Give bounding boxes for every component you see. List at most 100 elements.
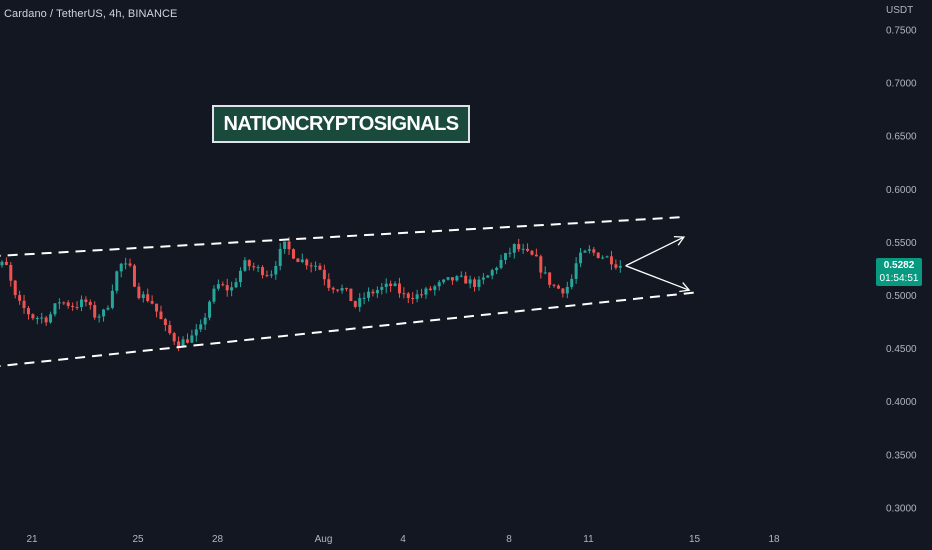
candle-up — [181, 339, 185, 347]
candle-down — [309, 265, 313, 267]
candle-down — [397, 283, 401, 294]
price-tick-label: 0.7500 — [886, 26, 917, 37]
candle-up — [415, 294, 419, 299]
candle-down — [84, 299, 88, 302]
candle-up — [0, 261, 4, 266]
channel-lower[interactable] — [0, 291, 698, 368]
candle-down — [539, 256, 543, 273]
candle-up — [40, 317, 44, 319]
symbol-title: Cardano / TetherUS, 4h, BINANCE — [4, 8, 178, 20]
price-tick-label: 0.7000 — [886, 79, 917, 90]
candle-down — [420, 294, 424, 296]
candle-up — [269, 274, 273, 276]
candle-up — [367, 291, 371, 298]
candle-up — [256, 267, 260, 269]
candle-up — [216, 284, 220, 289]
candle-down — [66, 302, 70, 306]
time-tick-label: 8 — [506, 534, 512, 545]
candle-down — [9, 264, 13, 281]
candle-down — [287, 241, 291, 250]
candle-up — [106, 307, 110, 310]
candle-up — [574, 263, 578, 279]
candle-down — [473, 279, 477, 287]
candle-up — [194, 329, 198, 336]
candle-down — [22, 300, 26, 309]
trendlines — [0, 215, 698, 368]
time-tick-label: 21 — [26, 534, 38, 545]
candle-down — [172, 333, 176, 342]
candle-down — [296, 258, 300, 263]
candle-down — [428, 288, 432, 290]
last-price-value: 0.5282 — [883, 260, 915, 271]
arrow-down[interactable] — [625, 265, 691, 293]
candle-up — [477, 279, 481, 287]
candle-up — [199, 324, 203, 330]
candle-up — [442, 279, 446, 283]
candle-up — [243, 260, 247, 271]
candle-up — [508, 252, 512, 254]
candle-up — [433, 286, 437, 290]
candle-up — [340, 288, 344, 291]
candle-down — [225, 285, 229, 291]
candle-down — [530, 250, 534, 255]
candle-up — [230, 287, 234, 291]
candle-down — [402, 293, 406, 295]
candle-down — [185, 339, 189, 343]
price-tick-label: 0.5000 — [886, 291, 917, 302]
candle-up — [521, 248, 525, 250]
candle-down — [13, 280, 17, 296]
candle-down — [75, 306, 79, 308]
candle-up — [583, 250, 587, 253]
candle-up — [234, 282, 238, 288]
watermark-banner: NATIONCRYPTOSIGNALS — [212, 105, 470, 143]
candle-up — [459, 275, 463, 277]
candle-up — [362, 297, 366, 299]
time-tick-label: 4 — [400, 534, 406, 545]
candle-down — [552, 284, 556, 286]
candle-up — [375, 289, 379, 294]
candle-up — [499, 259, 503, 268]
time-tick-label: 25 — [132, 534, 144, 545]
candle-up — [455, 276, 459, 281]
candle-up — [543, 272, 547, 274]
candle-up — [587, 249, 591, 251]
candle-down — [128, 263, 132, 266]
price-tick-label: 0.4000 — [886, 397, 917, 408]
candle-down — [389, 283, 393, 286]
candle-up — [141, 294, 145, 299]
arrow-up[interactable] — [625, 236, 686, 267]
candle-down — [353, 301, 357, 307]
candle-up — [203, 317, 207, 325]
candle-up — [380, 287, 384, 290]
candle-down — [411, 297, 415, 299]
candle-up — [274, 265, 278, 275]
candle-down — [159, 311, 163, 320]
candle-down — [318, 265, 322, 270]
candle-down — [534, 254, 538, 257]
candle-up — [283, 241, 287, 249]
candle-down — [406, 293, 410, 298]
candle-down — [132, 265, 136, 287]
candle-down — [150, 301, 154, 304]
candle-up — [314, 265, 318, 267]
candle-up — [57, 302, 61, 304]
price-tick-label: 0.3500 — [886, 450, 917, 461]
candle-up — [97, 316, 101, 318]
candle-up — [35, 318, 39, 320]
time-tick-label: 28 — [212, 534, 224, 545]
candle-down — [526, 248, 530, 251]
candle-down — [163, 319, 167, 326]
candle-up — [446, 277, 450, 280]
candle-down — [305, 259, 309, 266]
candle-down — [44, 317, 48, 323]
candle-up — [102, 309, 106, 317]
candle-down — [327, 279, 331, 288]
candle-down — [614, 264, 618, 268]
candle-down — [177, 341, 181, 347]
candle-down — [93, 305, 97, 318]
candle-down — [517, 244, 521, 250]
price-tick-label: 0.6000 — [886, 185, 917, 196]
price-axis: 0.7500 0.7000 0.6500 0.6000 0.5500 0.5000 0.45… — [886, 26, 917, 515]
